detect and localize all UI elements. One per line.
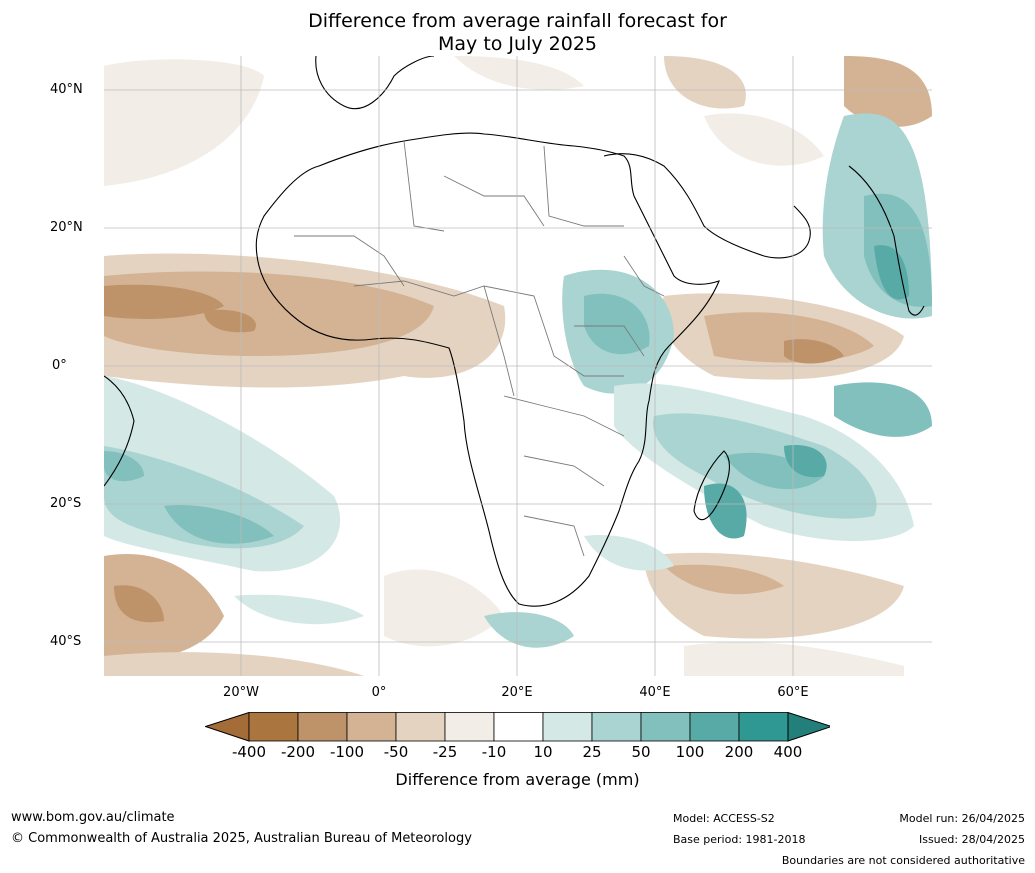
lon-label-40e: 40°E [639, 685, 671, 700]
lat-label-40s: 40°S [50, 634, 82, 649]
colorbar-tick-label: 25 [582, 743, 602, 761]
gridlines [104, 56, 932, 676]
colorbar-box [444, 712, 495, 742]
footer-issued: Issued: 28/04/2025 [918, 833, 1025, 846]
footer-model: Model: ACCESS-S2 [673, 812, 775, 825]
colorbar-box [738, 712, 789, 742]
lat-label-equator: 0° [52, 358, 67, 373]
colorbar-tick-label: -50 [383, 743, 409, 761]
footer-base-period: Base period: 1981-2018 [673, 833, 806, 846]
lon-label-0: 0° [371, 685, 387, 700]
wet-anomaly-regions [104, 113, 932, 648]
colorbar [205, 712, 830, 742]
lon-label-20e: 20°E [501, 685, 533, 700]
colorbar-extend-high [787, 712, 830, 742]
coastlines [104, 56, 925, 607]
country-borders [294, 140, 665, 557]
rainfall-anomaly-map [104, 56, 932, 676]
colorbar-box [297, 712, 348, 742]
colorbar-extend-low [205, 712, 250, 742]
colorbar-box [493, 712, 544, 742]
colorbar-tick-label: -10 [481, 743, 507, 761]
map-title: Difference from average rainfall forecas… [0, 10, 1035, 56]
colorbar-tick-label: 400 [773, 743, 803, 761]
lon-label-20w: 20°W [223, 685, 259, 700]
colorbar-box [248, 712, 299, 742]
colorbar-tick-label: 100 [675, 743, 705, 761]
colorbar-box [689, 712, 740, 742]
colorbar-tick-label: 10 [533, 743, 553, 761]
lon-label-60e: 60°E [777, 685, 809, 700]
colorbar-tick-label: -200 [280, 743, 316, 761]
colorbar-box [542, 712, 593, 742]
colorbar-tick-label: 50 [631, 743, 651, 761]
lat-label-20s: 20°S [50, 496, 82, 511]
colorbar-box [640, 712, 691, 742]
colorbar-box [591, 712, 642, 742]
lat-label-20n: 20°N [50, 220, 83, 235]
colorbar-title: Difference from average (mm) [395, 770, 640, 789]
footer-copyright: © Commonwealth of Australia 2025, Austra… [11, 831, 472, 846]
title-line-1: Difference from average rainfall forecas… [308, 10, 727, 32]
colorbar-box [395, 712, 446, 742]
footer-disclaimer: Boundaries are not considered authoritat… [781, 854, 1025, 867]
colorbar-tick-label: -400 [231, 743, 267, 761]
footer-url: www.bom.gov.au/climate [11, 810, 175, 825]
title-line-2: May to July 2025 [438, 33, 597, 55]
dry-anomaly-regions [104, 56, 932, 676]
lat-label-40n: 40°N [50, 82, 83, 97]
colorbar-tick-label: -25 [432, 743, 458, 761]
colorbar-tick-label: 200 [724, 743, 754, 761]
colorbar-tick-label: -100 [329, 743, 365, 761]
footer-model-run: Model run: 26/04/2025 [899, 812, 1025, 825]
colorbar-box [346, 712, 397, 742]
